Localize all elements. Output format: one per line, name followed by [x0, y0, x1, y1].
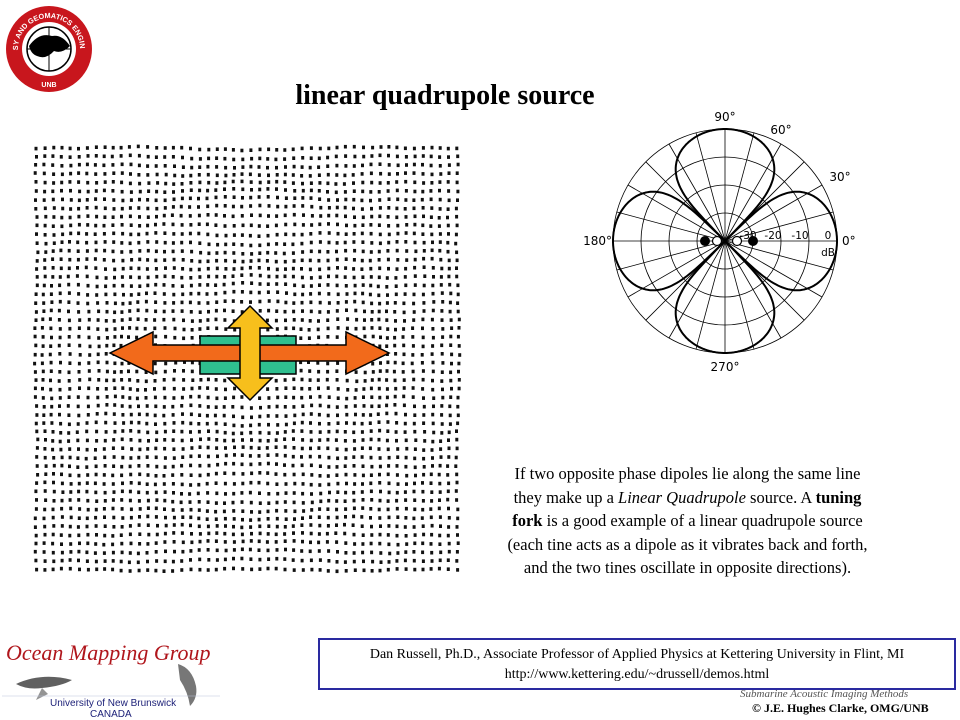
- unb-geodesy-logo: GEODESY AND GEOMATICS ENGINEERING UNB: [4, 4, 92, 92]
- db-label-0: 0: [825, 230, 832, 242]
- angle-label-180: 180°: [583, 234, 612, 248]
- quadrupole-lobes: [612, 128, 838, 354]
- angle-label-60: 60°: [770, 123, 791, 137]
- db-label-20: -20: [764, 230, 781, 242]
- desc-italic-term: Linear Quadrupole: [618, 487, 746, 507]
- desc-part-3: is a good example of a linear quadrupole…: [507, 511, 868, 577]
- source-point-positive-2: [731, 235, 743, 247]
- desc-part-2: source. A: [745, 487, 816, 507]
- slide-title: linear quadrupole source: [295, 80, 595, 111]
- ship-silhouette: [16, 676, 72, 689]
- source-point-negative: [700, 236, 710, 246]
- angle-label-90: 90°: [714, 110, 735, 124]
- db-unit-label: dB: [821, 247, 835, 259]
- particle-dots: [33, 144, 462, 574]
- db-label-10: -10: [791, 230, 808, 242]
- credit-line-1: Dan Russell, Ph.D., Associate Professor …: [369, 647, 905, 662]
- credit-box: Dan Russell, Ph.D., Associate Professor …: [318, 638, 956, 690]
- particle-field-diagram: [33, 144, 462, 574]
- org-name: Ocean Mapping Group: [6, 640, 211, 665]
- polar-directivity-plot: 90° 60° 30° 0° 180° 270° -30 -20 -10 0 d…: [583, 110, 856, 374]
- desc-bold-term: tuning fork: [512, 487, 862, 531]
- description-text: If two opposite phase dipoles lie along …: [500, 462, 875, 580]
- source-point-positive: [711, 235, 723, 247]
- angle-label-270: 270°: [711, 360, 740, 374]
- vertical-arrow: [226, 304, 274, 402]
- source-point-negative-2: [748, 236, 758, 246]
- ocean-mapping-group-logo: [2, 664, 220, 706]
- credit-url[interactable]: http://www.kettering.edu/~drussell/demos…: [504, 667, 770, 682]
- org-university: University of New Brunswick: [50, 698, 177, 709]
- fish-silhouette: [178, 664, 197, 706]
- course-title: Submarine Acoustic Imaging Methods: [740, 688, 909, 700]
- quadrupole-source: [108, 304, 391, 402]
- desc-part-1: If two opposite phase dipoles lie along …: [513, 464, 861, 507]
- angle-label-0: 0°: [842, 234, 856, 248]
- logo-bottom-text: UNB: [41, 82, 56, 89]
- copyright-notice: © J.E. Hughes Clarke, OMG/UNB: [752, 701, 929, 715]
- angle-label-30: 30°: [829, 170, 850, 184]
- org-country: CANADA: [90, 709, 132, 720]
- db-label-30: -30: [739, 230, 756, 242]
